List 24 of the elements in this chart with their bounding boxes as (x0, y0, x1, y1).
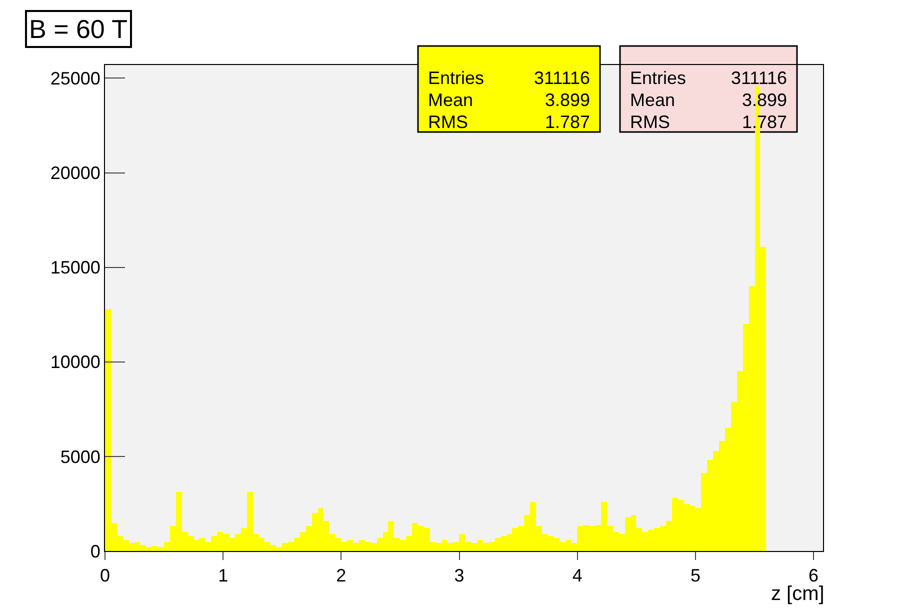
y-tick-label: 0 (90, 541, 100, 562)
x-tick-label: 5 (690, 566, 700, 586)
x-tick-label: 3 (454, 566, 464, 586)
chart-title: B = 60 T (29, 14, 128, 44)
x-tick-label: 1 (218, 566, 228, 586)
annotation: Mean (630, 90, 676, 110)
annotation: 311116 (534, 68, 590, 88)
annotation: Entries (630, 68, 686, 88)
x-axis-title: z [cm] (771, 583, 824, 605)
y-tick-label: 10000 (50, 352, 100, 372)
annotation: 3.899 (545, 90, 590, 110)
annotation: 1.787 (545, 112, 590, 132)
y-tick-label: 25000 (50, 68, 100, 89)
annotation: RMS (428, 112, 468, 132)
annotation: Entries (428, 68, 484, 88)
y-tick-label: 15000 (50, 258, 100, 278)
annotation: RMS (630, 112, 670, 132)
annotation: 311116 (731, 68, 788, 88)
x-tick-label: 2 (336, 566, 346, 586)
x-tick-label: 6 (808, 566, 819, 586)
y-tick-label: 5000 (60, 446, 100, 467)
y-tick-label: 20000 (50, 163, 100, 184)
x-tick-label: 4 (572, 566, 582, 586)
annotation: Mean (428, 90, 474, 110)
